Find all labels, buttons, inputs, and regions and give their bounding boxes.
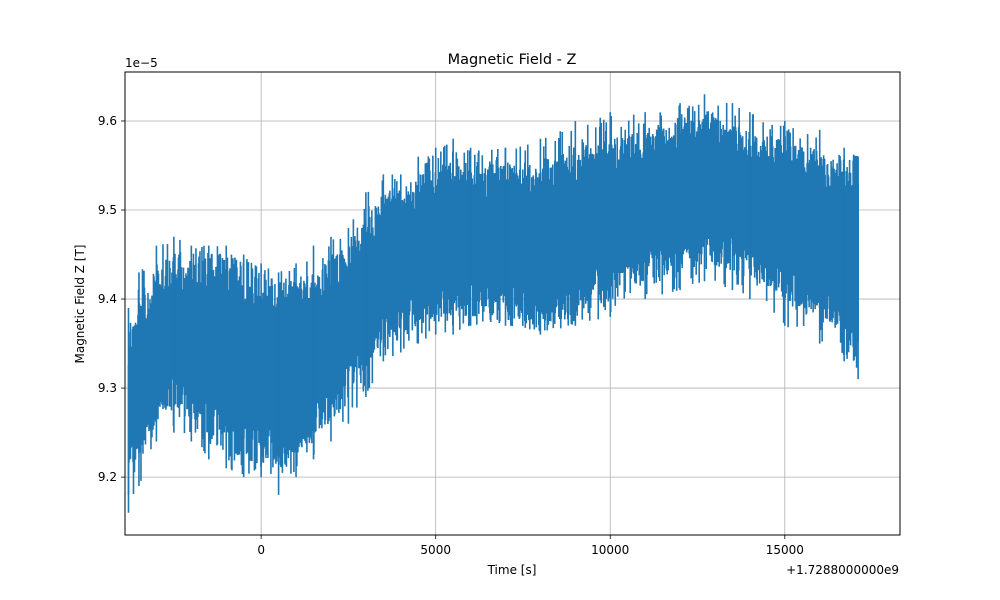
x-offset-text: +1.7288000000e9 [786, 563, 899, 577]
y-tick-label: 9.2 [98, 470, 117, 484]
axes-frame [124, 71, 901, 536]
y-tick-label: 9.3 [98, 381, 117, 395]
y-tick-label: 9.5 [98, 203, 117, 217]
ticks: 0 5000 10000 15000 9.2 9.3 9.4 9.5 9.6 [98, 114, 804, 557]
plot-area [127, 94, 859, 513]
y-tick-label: 9.6 [98, 114, 117, 128]
x-axis-label: Time [s] [487, 563, 537, 577]
chart-title: Magnetic Field - Z [448, 52, 577, 68]
y-axis-label: Magnetic Field Z [T] [73, 244, 87, 363]
x-tick-label: 0 [257, 543, 265, 557]
y-exponent-text: 1e−5 [125, 56, 158, 70]
y-tick-label: 9.4 [98, 292, 117, 306]
x-tick-label: 5000 [420, 543, 451, 557]
x-tick-label: 15000 [766, 543, 804, 557]
x-tick-label: 10000 [591, 543, 629, 557]
